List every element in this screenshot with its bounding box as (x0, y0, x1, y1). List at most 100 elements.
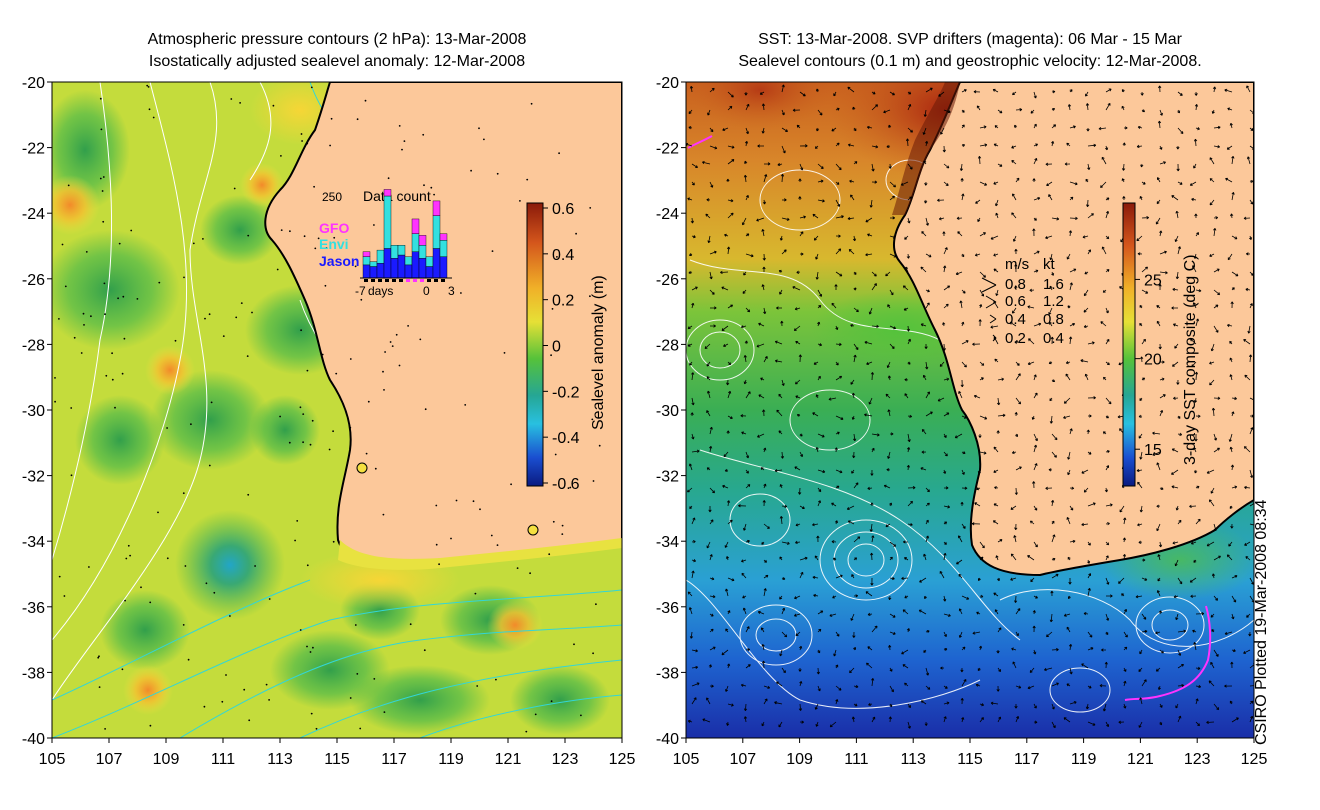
velocity-arrow (1103, 376, 1107, 381)
velocity-arrow (993, 592, 999, 597)
right-map-title: SST: 13-Mar-2008. SVP drifters (magenta)… (670, 29, 1270, 73)
velocity-arrow (813, 593, 819, 598)
legend-ms-3: 0.2 (1005, 330, 1026, 347)
velocity-arrow (978, 434, 982, 438)
track-dot (147, 86, 150, 88)
track-dot (407, 325, 409, 327)
velocity-arrow (1069, 539, 1076, 543)
velocity-arrow (817, 487, 822, 493)
velocity-arrow (1175, 613, 1179, 621)
velocity-arrow (1195, 666, 1201, 670)
velocity-arrow (889, 432, 894, 436)
velocity-arrow (1098, 126, 1107, 131)
velocity-arrow (993, 253, 999, 257)
velocity-arrow (889, 541, 897, 547)
track-dot (589, 207, 592, 209)
velocity-arrow (745, 194, 749, 201)
velocity-arrow (943, 181, 949, 186)
velocity-arrow (759, 91, 765, 95)
velocity-arrow (997, 539, 1003, 543)
velocity-arrow (781, 198, 787, 202)
right-ytick-label: -24 (656, 206, 679, 223)
velocity-arrow (1027, 305, 1035, 309)
velocity-arrow (763, 588, 767, 597)
velocity-arrow (1213, 228, 1217, 237)
inset-axis-label-days: days (368, 284, 393, 298)
velocity-arrow (852, 451, 856, 459)
track-dot (573, 643, 575, 646)
velocity-arrow (871, 180, 878, 184)
velocity-arrow (1245, 287, 1251, 292)
velocity-arrow (1156, 320, 1161, 327)
velocity-arrow (1209, 199, 1215, 206)
velocity-arrow (1010, 553, 1017, 561)
velocity-arrow (1243, 216, 1251, 220)
velocity-arrow (1141, 577, 1148, 581)
velocity-arrow (1087, 143, 1097, 148)
velocity-arrow (1211, 109, 1215, 114)
data-count-inset: 250 Data count GFO Envi Jason -7 days 0 … (319, 188, 455, 298)
track-dot (190, 423, 192, 426)
velocity-arrow (904, 595, 909, 599)
velocity-arrow (1243, 446, 1251, 453)
velocity-arrow (889, 703, 893, 708)
velocity-arrow (1069, 701, 1077, 705)
velocity-arrow (924, 595, 927, 600)
velocity-arrow (774, 340, 783, 345)
velocity-arrow (1012, 91, 1017, 96)
velocity-arrow (835, 685, 842, 691)
track-dot (102, 176, 105, 178)
velocity-arrow (871, 104, 878, 111)
velocity-arrow (943, 412, 950, 417)
track-dot (490, 534, 493, 537)
velocity-arrow (1087, 451, 1092, 455)
velocity-arrow (1195, 684, 1202, 689)
velocity-arrow (1051, 141, 1055, 147)
velocity-arrow (1069, 282, 1073, 291)
track-dot (455, 499, 458, 502)
velocity-arrow (907, 217, 911, 224)
inset-bar-jason (411, 251, 420, 279)
velocity-arrow (906, 447, 911, 453)
velocity-arrow (993, 503, 999, 507)
track-dot (401, 148, 403, 151)
track-dot (374, 467, 377, 470)
velocity-arrow (1246, 156, 1251, 165)
velocity-arrow (1067, 556, 1071, 561)
velocity-arrow (1015, 715, 1020, 723)
velocity-arrow (1159, 230, 1163, 237)
left-axes: -20 -22 -24 -26 -28 -30 -32 -34 -36 -38 -40 105 107 1… (22, 75, 636, 768)
velocity-arrow (1119, 505, 1125, 513)
velocity-arrow (817, 685, 821, 692)
velocity-arrow (1069, 667, 1073, 675)
left-xtick-label: 125 (609, 751, 636, 768)
velocity-arrow (1231, 648, 1236, 653)
velocity-arrow (943, 285, 951, 291)
pressure-contours (52, 82, 409, 701)
velocity-arrow (799, 571, 804, 579)
velocity-arrow (702, 718, 711, 723)
velocity-arrow (870, 469, 874, 476)
velocity-arrow (992, 520, 999, 525)
velocity-arrow (1014, 704, 1018, 709)
inset-bar-envi (376, 249, 385, 264)
velocity-arrow (816, 535, 820, 543)
velocity-arrow (781, 249, 787, 255)
velocity-arrow (1194, 371, 1199, 381)
velocity-arrow (709, 646, 716, 651)
velocity-arrow (924, 199, 928, 204)
velocity-arrow (1087, 587, 1091, 597)
velocity-arrow (1140, 91, 1144, 96)
velocity-arrow (710, 324, 716, 328)
velocity-arrow (1084, 373, 1089, 381)
velocity-arrow (993, 181, 999, 185)
velocity-arrow (691, 163, 698, 168)
velocity-arrow (1013, 235, 1017, 242)
velocity-arrow (958, 631, 963, 638)
velocity-arrow (1195, 318, 1200, 327)
velocity-arrow (1048, 307, 1053, 315)
track-dot (321, 353, 324, 356)
velocity-arrow (961, 289, 966, 294)
velocity-arrow (1031, 415, 1035, 420)
velocity-arrow (835, 142, 840, 147)
